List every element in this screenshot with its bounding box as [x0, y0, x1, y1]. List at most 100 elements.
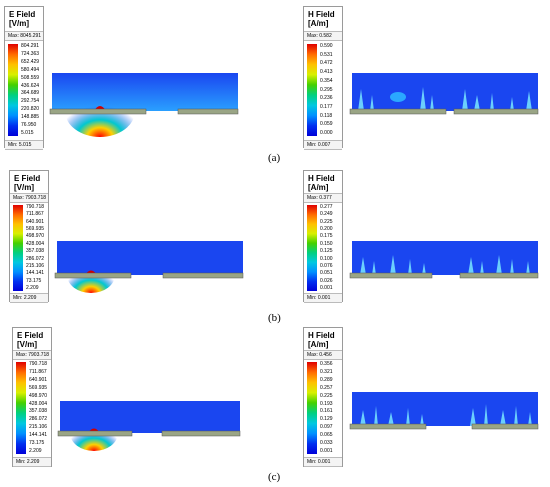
scale-tick-label: 428.004 — [26, 240, 45, 247]
scale-tick-label: 652.429 — [21, 58, 40, 65]
legend-title: H Field [A/m] — [308, 10, 335, 28]
scale-tick-label: 0.001 — [320, 285, 333, 291]
h-field-plot-a — [349, 73, 539, 115]
scale-tick-label: 498.970 — [26, 233, 45, 240]
scale-tick-label: 0.161 — [320, 408, 333, 415]
h-field-legend-b: H Field [A/m] Max: 0.377 0.277 0.249 0.225 0… — [303, 170, 343, 303]
legend-min: Min: 2.209 — [13, 457, 51, 467]
scale-tick-label: 2.209 — [26, 285, 39, 291]
scale-tick-label: 0.225 — [320, 392, 333, 399]
legend-max: Max: 8045.291 — [5, 31, 43, 41]
scale-tick-label: 0.277 — [320, 204, 333, 210]
scale-tick-label: 215.106 — [26, 262, 45, 269]
scale-tick-label: 364.689 — [21, 90, 40, 97]
color-scale — [307, 44, 317, 136]
legend-min: Min: 5.015 — [5, 140, 43, 150]
scale-tick-label: 0.125 — [320, 248, 333, 255]
scale-tick-label: 0.472 — [320, 60, 333, 67]
legend-max: Max: 0.456 — [304, 350, 342, 360]
scale-tick-label: 5.015 — [21, 130, 34, 136]
scale-tick-label: 0.590 — [320, 43, 333, 49]
e-field-plot-a — [49, 73, 239, 137]
legend-max: Max: 7903.718 — [13, 350, 51, 360]
scale-tick-label: 0.200 — [320, 226, 333, 233]
h-field-legend-c: H Field [A/m] Max: 0.456 0.356 0.321 0.289 0… — [303, 327, 343, 467]
scale-tick-label: 0.097 — [320, 424, 333, 431]
scale-tick-label: 724.363 — [21, 50, 40, 57]
legend-max: Max: 7903.718 — [10, 193, 48, 203]
caption-b: (b) — [268, 312, 281, 324]
caption-a: (a) — [268, 152, 281, 164]
color-scale — [16, 362, 26, 454]
e-field-legend-c: E Field [V/m] Max: 7903.718 790.718 711.86… — [12, 327, 52, 467]
e-field-legend-a: E Field [V/m] Max: 8045.291 804.291 724.36… — [4, 6, 44, 150]
scale-tick-label: 0.065 — [320, 432, 333, 439]
scale-tick-label: 0.118 — [320, 112, 333, 119]
scale-tick-label: 0.129 — [320, 416, 333, 423]
legend-title: H Field [A/m] — [308, 331, 335, 349]
legend-max: Max: 0.582 — [304, 31, 342, 41]
legend-min: Min: 0.007 — [304, 140, 342, 150]
scale-tick-label: 357.038 — [26, 248, 45, 255]
legend-title: E Field [V/m] — [14, 174, 41, 192]
scale-tick-label: 357.038 — [29, 408, 48, 415]
scale-tick-label: 569.935 — [26, 226, 45, 233]
h-field-plot-b — [349, 241, 539, 279]
legend-max: Max: 0.377 — [304, 193, 342, 203]
scale-tick-label: 0.531 — [320, 51, 333, 58]
scale-tick-label: 790.718 — [26, 204, 45, 210]
scale-tick-label: 0.356 — [320, 361, 333, 367]
scale-tick-label: 73.175 — [26, 277, 42, 284]
scale-tick-label: 292.754 — [21, 98, 40, 105]
scale-tick-label: 0.257 — [320, 384, 333, 391]
scale-tick-label: 640.901 — [26, 218, 45, 225]
scale-tick-label: 0.249 — [320, 211, 333, 218]
scale-tick-label: 508.559 — [21, 74, 40, 81]
scale-tick-label: 804.291 — [21, 43, 40, 49]
scale-tick-label: 215.106 — [29, 424, 48, 431]
legend-title: E Field [V/m] — [17, 331, 44, 349]
legend-min: Min: 0.001 — [304, 457, 342, 467]
scale-tick-label: 0.236 — [320, 95, 333, 102]
h-field-plot-c — [349, 392, 539, 430]
legend-min: Min: 0.001 — [304, 293, 342, 303]
scale-tick-label: 0.295 — [320, 86, 333, 93]
scale-tick-label: 711.867 — [29, 368, 47, 375]
scale-tick-label: 0.175 — [320, 233, 333, 240]
scale-tick-label: 569.935 — [29, 384, 48, 391]
color-scale — [307, 362, 317, 454]
e-field-plot-b — [54, 241, 244, 293]
color-scale — [8, 44, 18, 136]
scale-tick-label: 2.209 — [29, 448, 42, 454]
scale-tick-label: 0.321 — [320, 368, 333, 375]
scale-tick-label: 0.354 — [320, 77, 333, 84]
scale-tick-label: 640.901 — [29, 376, 48, 383]
caption-c: (c) — [268, 471, 281, 483]
scale-tick-label: 0.001 — [320, 448, 333, 454]
scale-tick-label: 73.175 — [29, 440, 45, 447]
scale-tick-label: 0.289 — [320, 376, 333, 383]
scale-tick-label: 0.225 — [320, 218, 333, 225]
scale-tick-label: 0.059 — [320, 121, 333, 128]
e-field-plot-c — [57, 401, 241, 451]
scale-tick-label: 220.820 — [21, 106, 40, 113]
scale-tick-label: 0.413 — [320, 69, 333, 76]
scale-tick-label: 711.867 — [26, 211, 44, 218]
scale-tick-label: 0.051 — [320, 270, 333, 277]
scale-tick-label: 0.150 — [320, 240, 333, 247]
scale-tick-label: 148.885 — [21, 114, 40, 121]
legend-min: Min: 2.209 — [10, 293, 48, 303]
scale-tick-label: 428.004 — [29, 400, 48, 407]
scale-tick-label: 0.026 — [320, 277, 333, 284]
scale-tick-label: 286.072 — [26, 255, 45, 262]
scale-tick-label: 144.141 — [26, 270, 45, 277]
h-field-legend-a: H Field [A/m] Max: 0.582 0.590 0.531 0.472 0… — [303, 6, 343, 150]
legend-title: H Field [A/m] — [308, 174, 335, 192]
color-scale — [13, 205, 23, 291]
scale-tick-label: 580.494 — [21, 66, 40, 73]
scale-tick-label: 0.076 — [320, 262, 333, 269]
scale-tick-label: 0.177 — [320, 103, 333, 110]
legend-title: E Field [V/m] — [9, 10, 36, 28]
scale-tick-label: 790.718 — [29, 361, 48, 367]
scale-tick-label: 0.033 — [320, 440, 333, 447]
